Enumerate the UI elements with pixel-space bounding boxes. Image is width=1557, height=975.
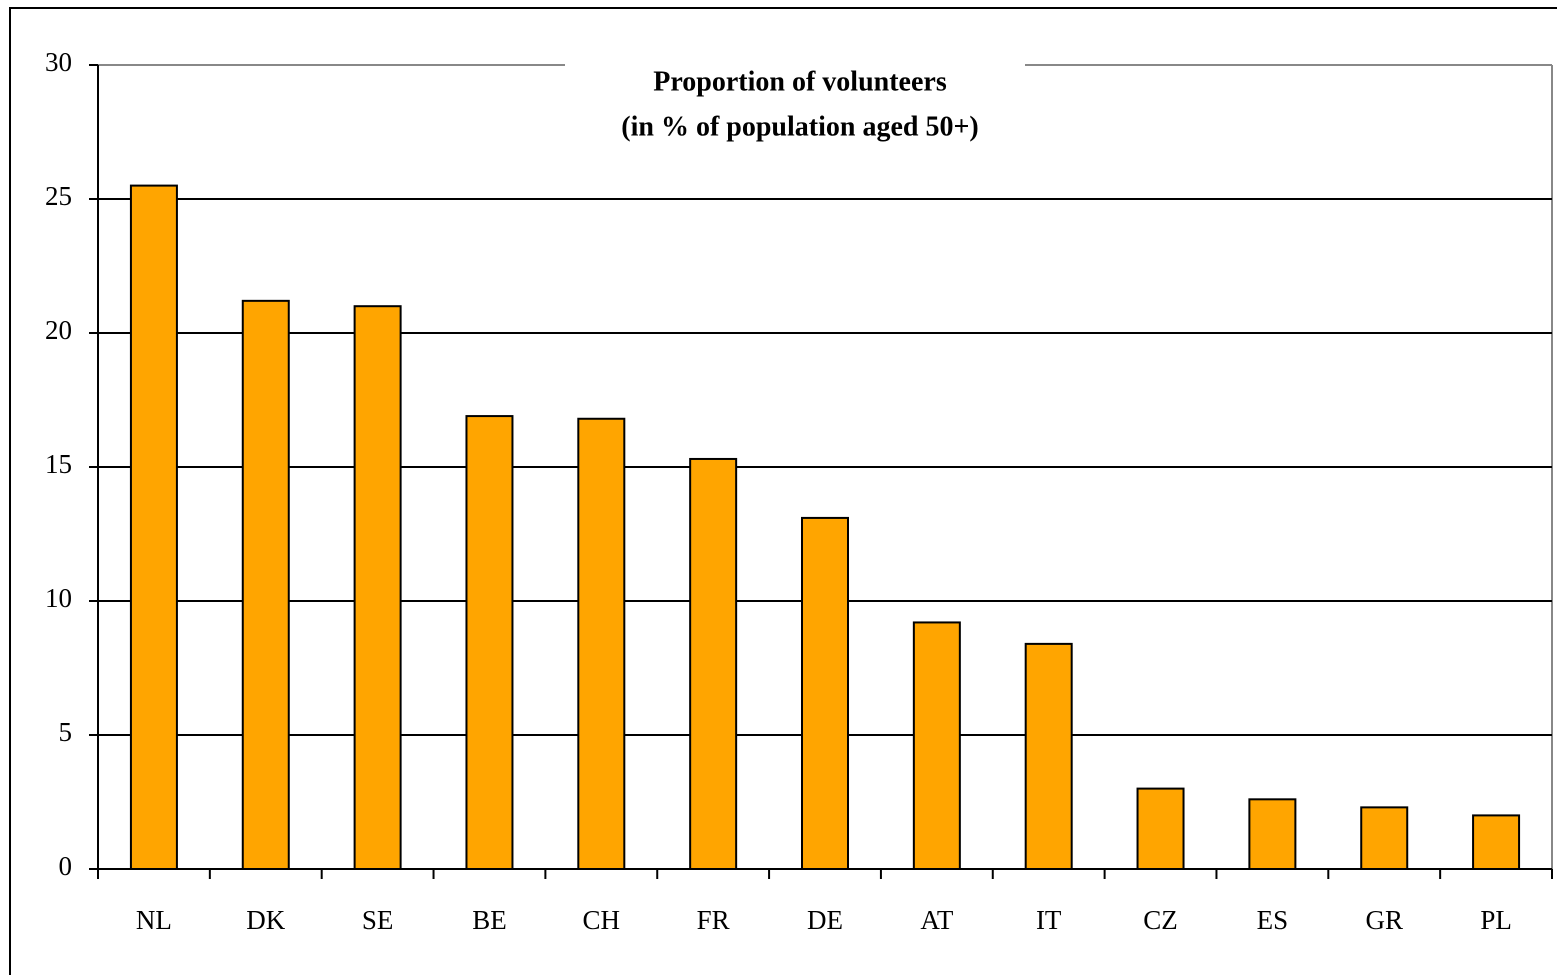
y-tick-label: 5 [59,717,73,747]
bar [801,516,849,870]
bar [1136,787,1185,870]
x-tick-label: AT [920,905,954,935]
x-tick-label: FR [697,905,730,935]
bar [689,457,738,870]
x-tick-label: CH [583,905,621,935]
y-tick-label: 30 [45,47,72,77]
x-tick-label: GR [1365,905,1403,935]
x-tick-label: PL [1480,905,1512,935]
bar [129,184,178,871]
title-box [565,55,1025,150]
x-tick-label: CZ [1143,905,1178,935]
x-tick-label: IT [1036,905,1062,935]
x-tick-label: NL [136,905,172,935]
y-tick-label: 25 [45,181,72,211]
bar [241,299,290,870]
x-tick-label: SE [362,905,394,935]
bar [1024,642,1073,870]
chart-subtitle: (in % of population aged 50+) [621,111,978,142]
x-tick-label: ES [1257,905,1289,935]
y-tick-label: 10 [45,583,72,613]
bar [577,417,626,870]
bar [912,621,961,870]
chart-title: Proportion of volunteers [653,66,947,97]
bar [353,305,402,870]
y-tick-label: 0 [59,851,73,881]
bar [1360,806,1409,870]
y-tick-label: 20 [45,315,72,345]
x-tick-label: BE [472,905,507,935]
bar [1472,814,1521,871]
x-tick-label: DK [246,905,285,935]
bar [1248,798,1297,871]
x-tick-label: DE [807,905,843,935]
y-tick-label: 15 [45,449,72,479]
bar [465,415,514,870]
